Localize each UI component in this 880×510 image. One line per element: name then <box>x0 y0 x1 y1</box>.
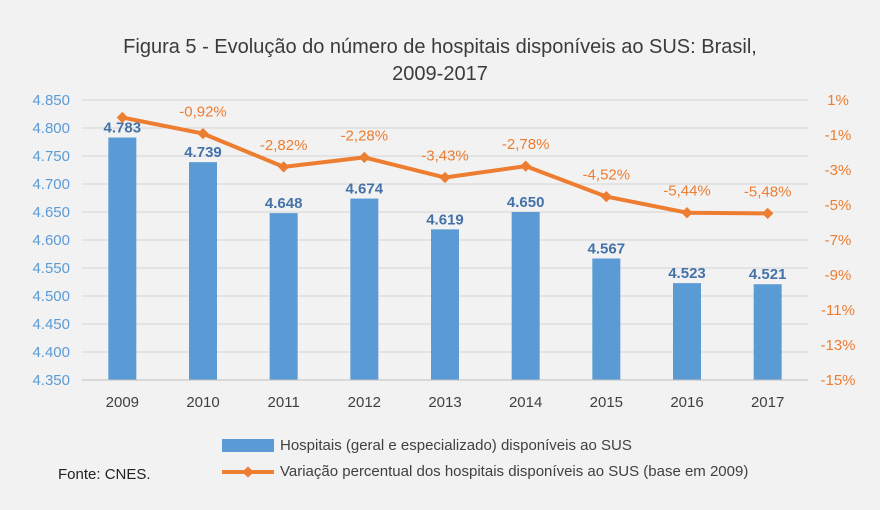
y-left-tick-label: 4.350 <box>32 372 70 389</box>
y-left-tick-label: 4.550 <box>32 260 70 277</box>
bar-data-label: 4.619 <box>426 211 464 228</box>
y-left-tick-label: 4.650 <box>32 204 70 221</box>
bar-data-label: 4.521 <box>749 266 787 283</box>
line-data-label: -4,52% <box>583 167 631 184</box>
line-data-label: -5,48% <box>744 183 792 200</box>
legend-line-label: Variação percentual dos hospitais dispon… <box>280 462 749 480</box>
bar <box>108 137 137 380</box>
line-point <box>600 190 612 203</box>
legend: Hospitais (geral e especializado) dispon… <box>222 432 748 484</box>
chart-title: Figura 5 - Evolução do número de hospita… <box>40 34 840 88</box>
legend-bar-swatch <box>222 438 274 452</box>
x-tick-label: 2014 <box>509 394 542 411</box>
bar-data-label: 4.567 <box>588 240 626 257</box>
legend-bar-label: Hospitais (geral e especializado) dispon… <box>280 436 632 454</box>
y-right-tick-label: -13% <box>820 337 855 354</box>
y-left-tick-label: 4.750 <box>32 148 70 165</box>
y-left-tick-label: 4.600 <box>32 232 70 249</box>
x-tick-label: 2012 <box>348 394 381 411</box>
line-point <box>278 161 290 173</box>
line-point <box>358 151 370 164</box>
bar-data-label: 4.650 <box>507 194 545 211</box>
y-left-tick-label: 4.450 <box>32 316 70 333</box>
bar <box>753 284 782 380</box>
line-point <box>439 171 451 184</box>
legend-item-line: Variação percentual dos hospitais dispon… <box>222 458 748 484</box>
x-tick-label: 2017 <box>751 394 784 411</box>
y-left-tick-label: 4.400 <box>32 344 70 361</box>
y-right-tick-label: -9% <box>825 267 852 284</box>
x-tick-label: 2010 <box>186 394 219 411</box>
legend-item-bars: Hospitais (geral e especializado) dispon… <box>222 432 748 458</box>
line-point <box>520 160 532 172</box>
bar-data-label: 4.648 <box>265 195 303 212</box>
y-left-tick-label: 4.800 <box>32 120 70 137</box>
x-tick-label: 2016 <box>670 394 703 411</box>
bar <box>431 229 459 380</box>
bar <box>592 258 621 380</box>
line-point <box>681 207 693 219</box>
y-right-tick-label: -3% <box>825 162 852 179</box>
bar-data-label: 4.523 <box>668 265 706 282</box>
bar <box>269 213 298 380</box>
y-right-tick-label: 1% <box>827 92 849 109</box>
bar-data-label: 4.783 <box>104 120 142 137</box>
chart-title-line-1: Figura 5 - Evolução do número de hospita… <box>123 36 757 58</box>
bar <box>673 283 701 380</box>
y-left-tick-label: 4.850 <box>32 92 70 109</box>
source-note: Fonte: CNES. <box>58 466 151 483</box>
line-point <box>197 127 209 140</box>
bar <box>350 198 379 380</box>
y-left-tick-label: 4.700 <box>32 176 70 193</box>
x-tick-label: 2013 <box>428 394 461 411</box>
line-data-label: -2,78% <box>502 136 550 153</box>
legend-line-swatch <box>222 465 274 478</box>
bar <box>189 162 217 380</box>
line-data-label: -2,28% <box>341 127 389 144</box>
x-tick-label: 2011 <box>268 394 300 411</box>
bar <box>511 212 540 380</box>
y-right-tick-label: -1% <box>825 127 852 144</box>
y-right-tick-label: -15% <box>820 372 855 389</box>
bar-data-label: 4.674 <box>346 181 384 198</box>
y-right-tick-label: -11% <box>821 302 855 319</box>
line-data-label: -3,43% <box>421 148 469 165</box>
line-point <box>762 207 774 220</box>
y-right-tick-label: -7% <box>825 232 852 249</box>
line-data-label: -2,82% <box>260 137 308 154</box>
bar-data-label: 4.739 <box>184 144 222 161</box>
line-data-label: -0,92% <box>179 104 227 121</box>
chart-title-line-2: 2009-2017 <box>392 63 488 85</box>
y-left-tick-label: 4.500 <box>32 288 70 305</box>
line-data-label: -5,44% <box>663 183 711 200</box>
x-tick-label: 2015 <box>590 394 623 411</box>
x-tick-label: 2009 <box>106 394 139 411</box>
y-right-tick-label: -5% <box>825 197 852 214</box>
